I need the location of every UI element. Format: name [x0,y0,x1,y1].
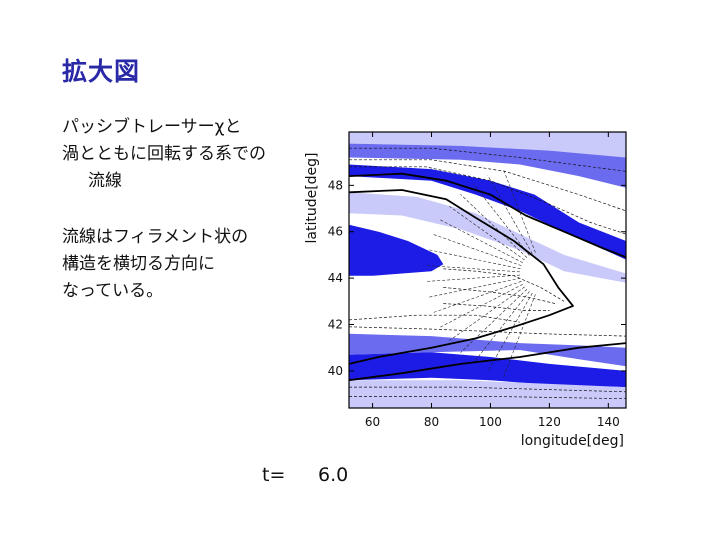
streamline-dashed [487,292,533,372]
streamline-dashed [443,303,550,311]
streamline-dashed [428,277,521,298]
x-tick-label: 100 [479,415,502,429]
tracer-streamline-plot: 60 80 100 120 140 40 42 44 46 48 longitude[deg] l… [304,131,627,449]
streamline-solid [349,172,626,259]
streamline-dashed [449,206,525,261]
description-paragraph-2: 流線はフィラメント状の 構造を横切る方向に なっている。 [62,224,248,305]
plot-frame [348,131,627,409]
streamline-dashed [349,396,626,400]
x-tick-label: 60 [365,415,380,429]
tracer-band [349,192,626,283]
streamline-dashed [487,175,533,255]
description-line: 渦とともに回転する系での [62,144,266,164]
streamline-dashed [349,326,626,337]
streamline-dashed [349,314,520,323]
x-tick-label: 120 [538,415,561,429]
y-tick-label: 46 [328,225,343,239]
tracer-band [349,380,626,408]
streamline-solid [349,189,574,365]
tracer-band [349,333,626,367]
y-tick-label: 44 [328,271,343,285]
description-line: 流線 [88,171,122,191]
slide-title: 拡大図 [62,57,141,86]
streamline-dashed [473,183,530,256]
streamline-dashed [440,219,523,264]
tracer-band [349,132,626,158]
streamline-dashed [433,281,522,313]
description-line: なっている。 [62,281,164,301]
streamline-dashed [349,147,626,172]
tracer-band [349,224,444,276]
y-tick-label: 42 [328,318,343,332]
description-line: 流線はフィラメント状の [62,227,249,247]
streamline-dashed [440,283,523,328]
tracer-band [349,143,626,188]
streamline-dashed [425,274,520,282]
y-axis-label: latitude[deg] [304,152,320,243]
streamline-dashed [473,291,530,364]
y-tick-label: 40 [328,364,343,378]
streamline-solid [349,342,626,382]
time-value: 6.0 [318,464,349,486]
streamline-dashed [443,287,556,304]
tracer-band [349,352,626,388]
description-line: 構造を横切る方向に [62,254,215,274]
y-tick-label: 48 [328,178,343,192]
description-paragraph-1: パッシブトレーサーχと 渦とともに回転する系での 流線 [62,114,266,195]
x-axis-label: longitude[deg] [521,433,624,449]
streamline-dashed [433,234,522,266]
streamline-dashed [460,194,528,258]
time-readout: t= 6.0 [262,464,348,486]
streamline-dashed [349,386,626,393]
streamline-dashed [349,166,626,235]
time-label: t= [262,464,286,486]
x-tick-label: 140 [597,415,620,429]
streamline-dashed [349,159,626,212]
x-tick-label: 80 [424,415,439,429]
streamline-dashed [425,265,520,273]
streamline-dashed [449,286,525,341]
streamline-dashed [460,289,528,353]
streamline-dashed [443,268,565,302]
streamline-dashed [428,249,521,270]
description-line: パッシブトレーサーχと [62,117,242,137]
